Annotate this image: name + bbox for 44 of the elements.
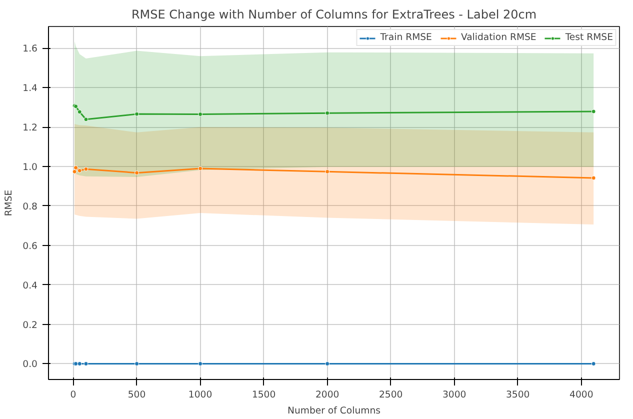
point <box>134 112 140 116</box>
legend-label: Train RMSE <box>380 32 432 43</box>
point <box>72 169 77 174</box>
x-tick-label: 3500 <box>506 390 530 400</box>
y-tick-label: 1.6 <box>22 44 38 55</box>
x-tick-label: 0 <box>70 390 76 400</box>
y-axis-title: RMSE <box>4 190 15 216</box>
y-tick-label: 1.2 <box>22 122 38 134</box>
point <box>325 110 330 116</box>
point <box>84 361 88 366</box>
point <box>198 361 203 366</box>
point <box>84 166 88 172</box>
point <box>134 170 140 176</box>
y-tick-label: 0.8 <box>22 201 38 212</box>
point <box>77 168 82 173</box>
y-tick-label: 0.6 <box>22 240 38 252</box>
y-tick-label: 0.2 <box>22 320 38 331</box>
y-tick-label: 0.4 <box>22 280 38 292</box>
point <box>198 112 203 117</box>
x-tick-label: 3000 <box>442 390 466 400</box>
y-tick-label: 1.4 <box>22 83 38 94</box>
x-tick-label: 500 <box>128 390 146 400</box>
point <box>84 117 88 122</box>
y-tick-label: 0.0 <box>22 359 38 370</box>
point <box>591 109 596 114</box>
point <box>325 169 330 174</box>
point <box>77 110 82 114</box>
y-tick-label: 1.0 <box>22 162 38 174</box>
point <box>198 166 203 171</box>
x-tick-label: 1000 <box>188 390 212 400</box>
x-tick-label: 4000 <box>570 390 594 400</box>
point <box>74 165 78 170</box>
x-axis-title: Number of Columns <box>288 406 381 416</box>
point <box>325 361 330 366</box>
legend-label: Validation RMSE <box>460 32 536 43</box>
x-tick-label: 1500 <box>252 390 276 400</box>
chart-title: RMSE Change with Number of Columns for ExtraTrees - Label 20cm <box>131 8 537 22</box>
legend-label: Test RMSE <box>565 32 613 43</box>
point <box>77 361 82 366</box>
x-tick-label: 2500 <box>378 390 403 400</box>
x-tick-label: 2000 <box>315 390 340 400</box>
point <box>591 361 596 366</box>
point <box>134 361 140 366</box>
point <box>591 176 596 180</box>
